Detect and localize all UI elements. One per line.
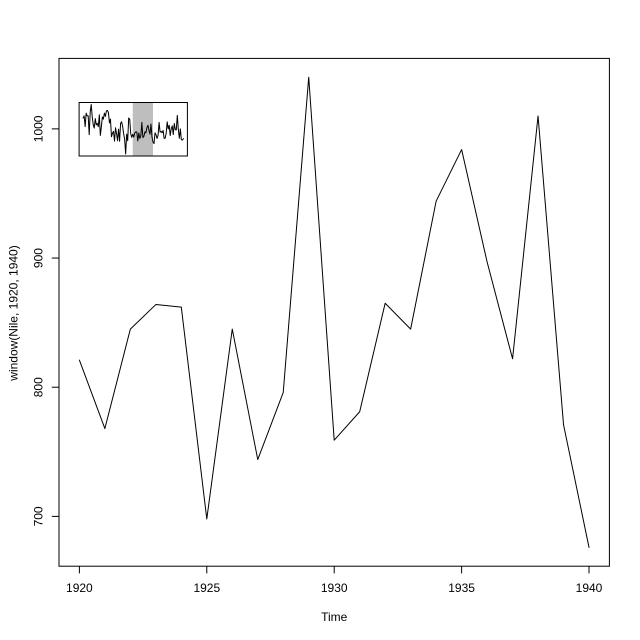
svg-text:700: 700 — [32, 506, 46, 526]
svg-text:Time: Time — [321, 610, 348, 624]
svg-text:800: 800 — [32, 377, 46, 397]
svg-text:900: 900 — [32, 248, 46, 268]
svg-text:1925: 1925 — [193, 581, 220, 595]
svg-text:window(Nile, 1920, 1940): window(Nile, 1920, 1940) — [7, 245, 21, 381]
svg-text:1920: 1920 — [66, 581, 93, 595]
svg-text:1930: 1930 — [321, 581, 348, 595]
svg-text:1000: 1000 — [32, 115, 46, 142]
svg-text:1940: 1940 — [576, 581, 603, 595]
svg-text:1935: 1935 — [448, 581, 475, 595]
